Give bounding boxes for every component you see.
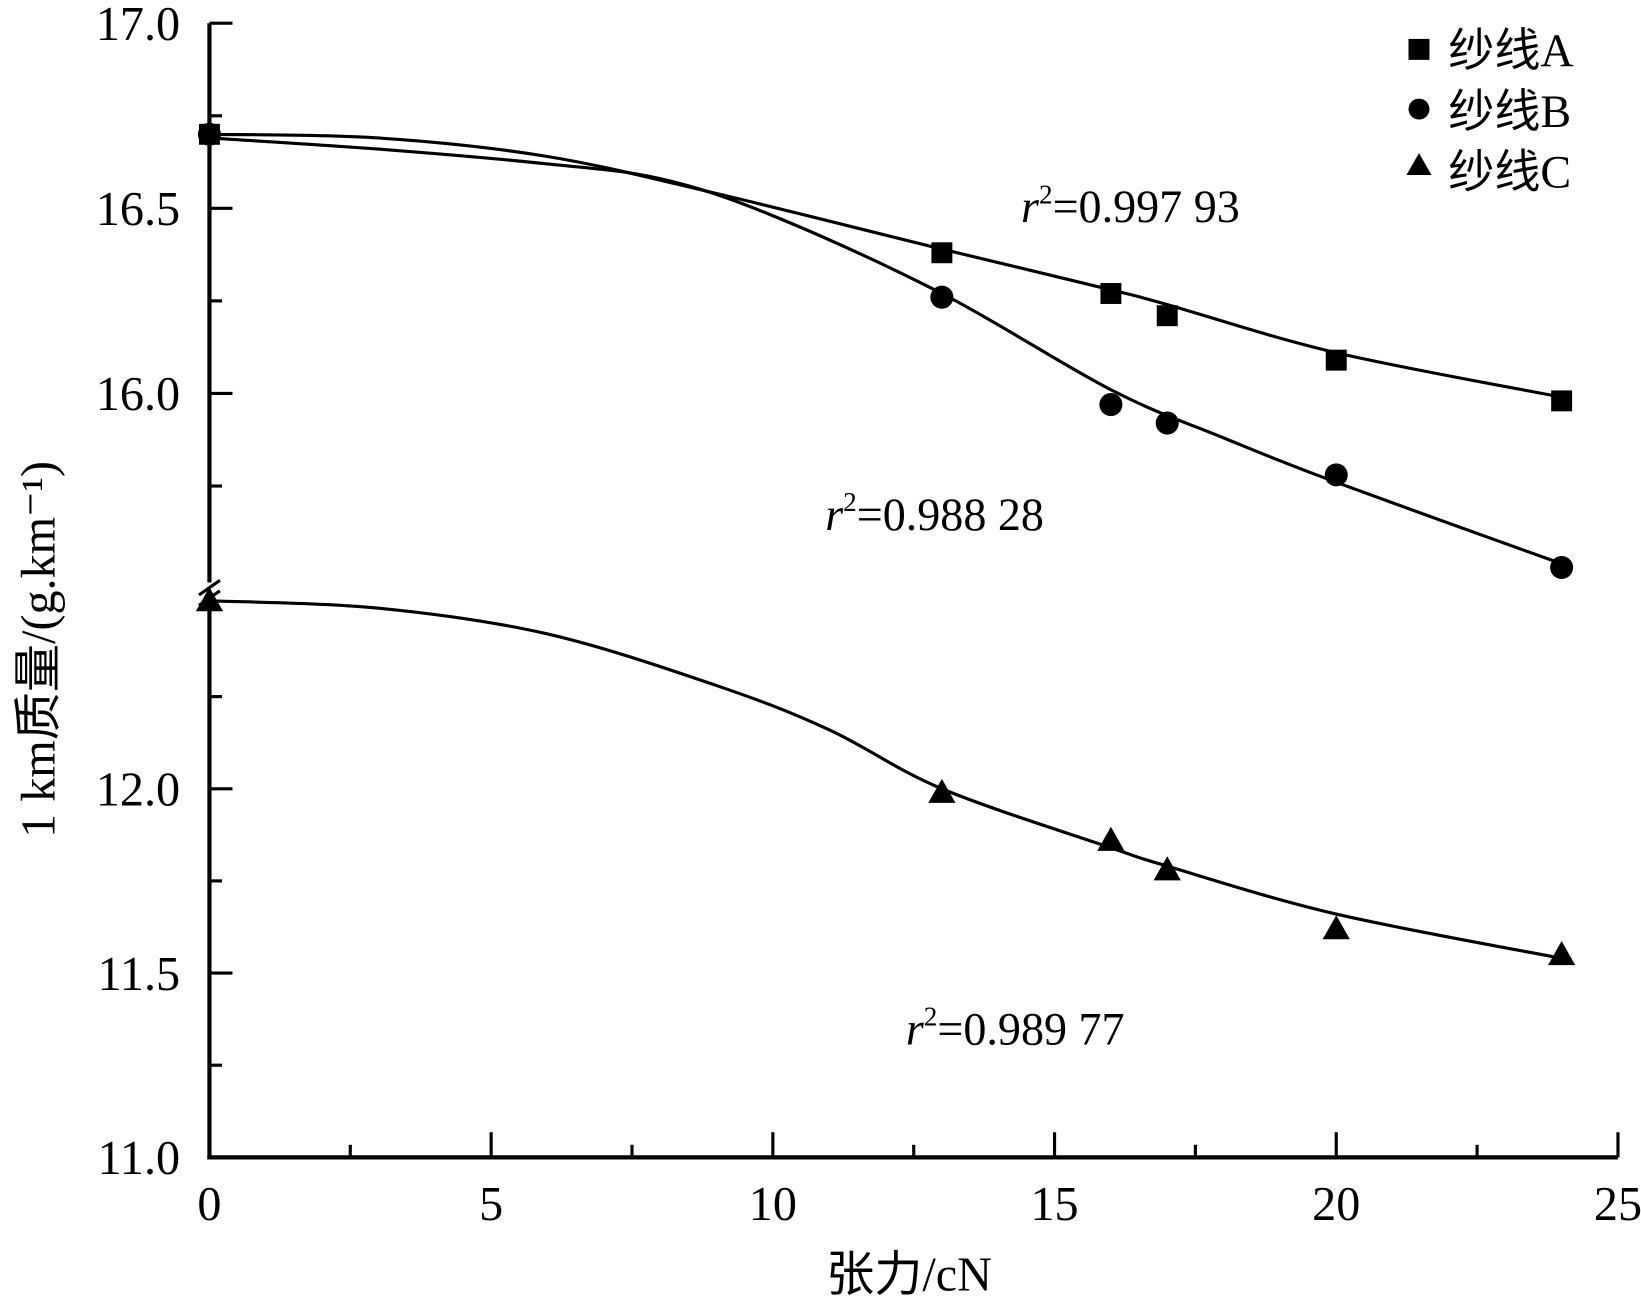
data-markers: [195, 122, 1576, 966]
legend-label-a: 纱线A: [1448, 25, 1573, 76]
r2-annotation-b: r2=0.988 28: [825, 487, 1044, 540]
y-tick-label: 17.0: [96, 0, 180, 51]
data-point-b: [197, 122, 221, 146]
x-tick-label: 10: [749, 1178, 797, 1231]
fit-curve-b: [209, 136, 1563, 566]
data-point-a: [931, 242, 953, 264]
data-point-b: [1324, 463, 1348, 487]
data-point-a: [1325, 349, 1347, 371]
x-axis-label: 张力/cN: [826, 1248, 992, 1301]
data-point-c: [928, 778, 956, 803]
r2-annotation-c: r2=0.989 77: [906, 1001, 1125, 1054]
data-point-c: [1153, 856, 1181, 881]
x-tick-label: 15: [1030, 1178, 1078, 1231]
data-point-c: [195, 587, 224, 612]
legend: 纱线A 纱线B 纱线C: [1406, 25, 1574, 198]
legend-label-b: 纱线B: [1448, 86, 1571, 137]
x-tick-label: 25: [1594, 1178, 1641, 1231]
y-tick-label: 11.0: [98, 1132, 181, 1185]
y-axis-label: 1 km质量/(g.km⁻¹): [12, 461, 65, 838]
x-tick-label: 5: [479, 1178, 503, 1231]
x-tick-label: 20: [1312, 1178, 1360, 1231]
y-tick-label: 16.0: [96, 368, 180, 421]
legend-marker-square: [1408, 38, 1430, 60]
data-point-b: [1155, 411, 1179, 435]
legend-label-c: 纱线C: [1448, 147, 1571, 198]
y-tick-label: 12.0: [96, 764, 180, 817]
r2-annotation-a: r2=0.997 93: [1021, 179, 1240, 232]
legend-marker-circle: [1408, 98, 1430, 120]
data-point-a: [1100, 283, 1122, 304]
data-point-c: [1548, 941, 1576, 966]
legend-marker-triangle: [1406, 153, 1432, 176]
data-point-c: [1097, 826, 1125, 851]
data-point-b: [930, 285, 954, 309]
fit-curve-a: [209, 132, 1562, 399]
y-tick-label: 11.5: [98, 948, 181, 1001]
data-point-a: [1551, 390, 1573, 412]
data-point-a: [1156, 305, 1178, 327]
y-tick-label: 16.5: [96, 183, 180, 236]
axes: 17.0 16.5 16.0 12.0 11.5 11.0 0 5 10 15 20 25: [96, 0, 1641, 1231]
data-point-c: [1322, 915, 1350, 940]
data-point-b: [1550, 555, 1574, 579]
fit-curves: [209, 132, 1563, 960]
data-point-b: [1099, 393, 1123, 417]
fit-curve-c: [209, 599, 1562, 960]
x-tick-label: 0: [197, 1178, 221, 1231]
